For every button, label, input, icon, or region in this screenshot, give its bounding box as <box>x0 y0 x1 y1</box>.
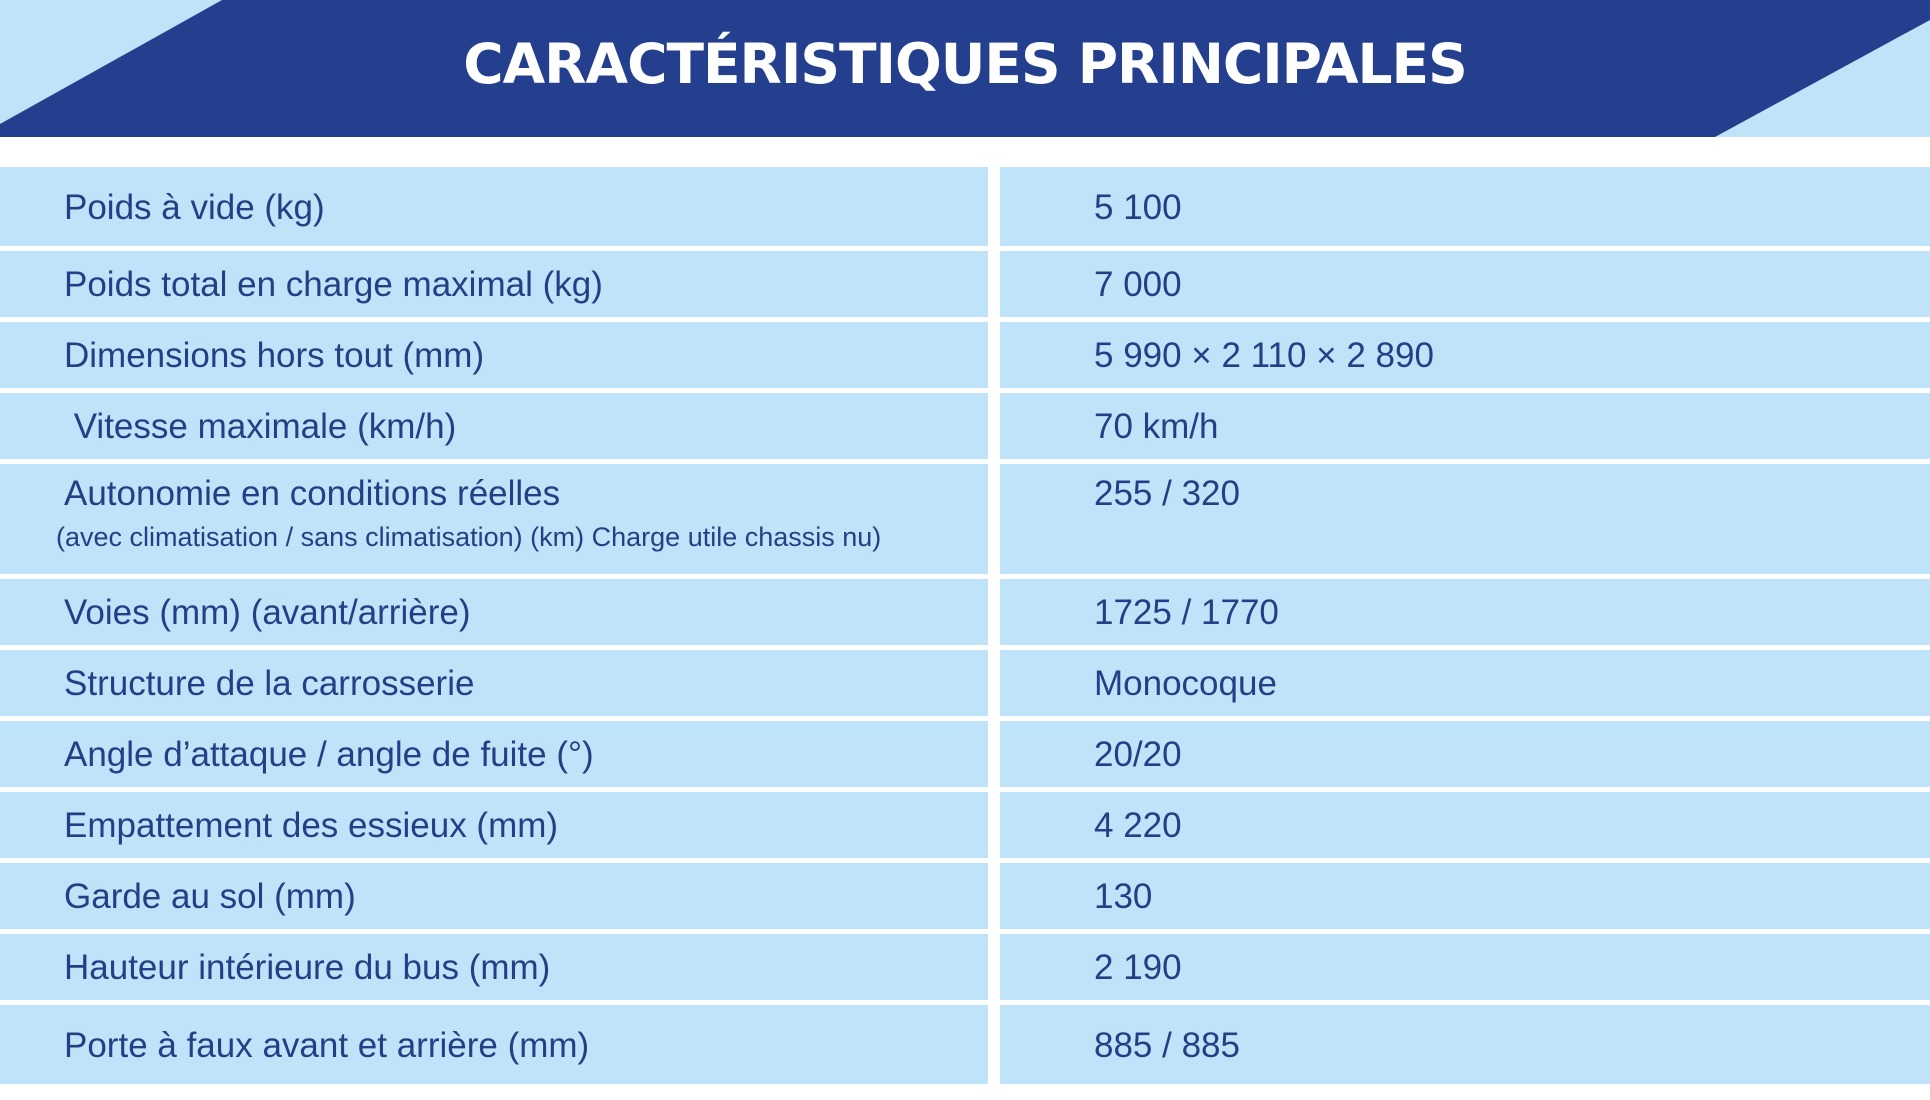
table-cell-label: Empattement des essieux (mm) <box>0 792 988 858</box>
table-cell-label: Hauteur intérieure du bus (mm) <box>0 934 988 1000</box>
table-row: Empattement des essieux (mm) 4 220 <box>0 792 1930 858</box>
table-cell-value: 4 220 <box>1000 792 1930 858</box>
table-cell-value: 885 / 885 <box>1000 1005 1930 1084</box>
row-value: 20/20 <box>1094 735 1182 774</box>
table-cell-value: 1725 / 1770 <box>1000 579 1930 645</box>
table-row: Garde au sol (mm) 130 <box>0 863 1930 929</box>
table-cell-label: Autonomie en conditions réelles (avec cli… <box>0 464 988 574</box>
row-label: Voies (mm) (avant/arrière) <box>64 593 471 632</box>
row-label: Dimensions hors tout (mm) <box>64 336 485 375</box>
row-value: 1725 / 1770 <box>1094 593 1279 632</box>
row-label: Autonomie en conditions réelles <box>64 474 561 513</box>
row-value: 2 190 <box>1094 948 1182 987</box>
table-cell-value: 5 990 × 2 110 × 2 890 <box>1000 322 1930 388</box>
header-banner-shape <box>0 0 1930 137</box>
table-cell-value: 255 / 320 <box>1000 464 1930 574</box>
table-cell-label: Porte à faux avant et arrière (mm) <box>0 1005 988 1084</box>
row-value: 5 990 × 2 110 × 2 890 <box>1094 336 1434 375</box>
table-cell-label: Vitesse maximale (km/h) <box>0 393 988 459</box>
row-value: 7 000 <box>1094 265 1182 304</box>
specifications-table: Poids à vide (kg) 5 100 Poids total en cha… <box>0 167 1930 1089</box>
table-cell-value: 2 190 <box>1000 934 1930 1000</box>
row-label: Poids à vide (kg) <box>64 188 325 227</box>
table-row: Hauteur intérieure du bus (mm) 2 190 <box>0 934 1930 1000</box>
table-cell-label: Voies (mm) (avant/arrière) <box>0 579 988 645</box>
row-label: Angle d’attaque / angle de fuite (°) <box>64 735 594 774</box>
row-value: 885 / 885 <box>1094 1026 1240 1065</box>
table-row: Poids total en charge maximal (kg) 7 000 <box>0 251 1930 317</box>
row-label: Hauteur intérieure du bus (mm) <box>64 948 551 987</box>
row-label: Garde au sol (mm) <box>64 877 356 916</box>
header-banner: CARACTÉRISTIQUES PRINCIPALES <box>0 0 1930 137</box>
row-value: 255 / 320 <box>1094 474 1240 513</box>
row-value: 70 km/h <box>1094 407 1219 446</box>
table-row: Porte à faux avant et arrière (mm) 885 / … <box>0 1005 1930 1084</box>
table-cell-value: 70 km/h <box>1000 393 1930 459</box>
table-row: Vitesse maximale (km/h) 70 km/h <box>0 393 1930 459</box>
table-row: Autonomie en conditions réelles (avec cli… <box>0 464 1930 574</box>
table-cell-label: Structure de la carrosserie <box>0 650 988 716</box>
row-label: Vitesse maximale (km/h) <box>64 407 457 446</box>
row-label: Structure de la carrosserie <box>64 664 475 703</box>
table-cell-label: Dimensions hors tout (mm) <box>0 322 988 388</box>
header-band <box>0 0 1930 137</box>
row-value: 5 100 <box>1094 188 1182 227</box>
table-cell-value: 5 100 <box>1000 167 1930 246</box>
row-label: Poids total en charge maximal (kg) <box>64 265 603 304</box>
table-cell-value: 7 000 <box>1000 251 1930 317</box>
row-value: 130 <box>1094 877 1153 916</box>
table-row: Voies (mm) (avant/arrière) 1725 / 1770 <box>0 579 1930 645</box>
table-row: Dimensions hors tout (mm) 5 990 × 2 110 ×… <box>0 322 1930 388</box>
row-sublabel: (avec climatisation / sans climatisation… <box>56 522 882 552</box>
table-row: Poids à vide (kg) 5 100 <box>0 167 1930 246</box>
page-title: CARACTÉRISTIQUES PRINCIPALES <box>463 32 1468 96</box>
table-cell-value: Monocoque <box>1000 650 1930 716</box>
table-row: Angle d’attaque / angle de fuite (°) 20/2… <box>0 721 1930 787</box>
table-cell-label: Angle d’attaque / angle de fuite (°) <box>0 721 988 787</box>
row-value: 4 220 <box>1094 806 1182 845</box>
table-cell-label: Poids à vide (kg) <box>0 167 988 246</box>
table-cell-value: 130 <box>1000 863 1930 929</box>
table-cell-value: 20/20 <box>1000 721 1930 787</box>
table-row: Structure de la carrosserie Monocoque <box>0 650 1930 716</box>
row-value: Monocoque <box>1094 664 1277 703</box>
table-cell-label: Poids total en charge maximal (kg) <box>0 251 988 317</box>
row-label: Porte à faux avant et arrière (mm) <box>64 1026 590 1065</box>
table-cell-label: Garde au sol (mm) <box>0 863 988 929</box>
row-label: Empattement des essieux (mm) <box>64 806 559 845</box>
